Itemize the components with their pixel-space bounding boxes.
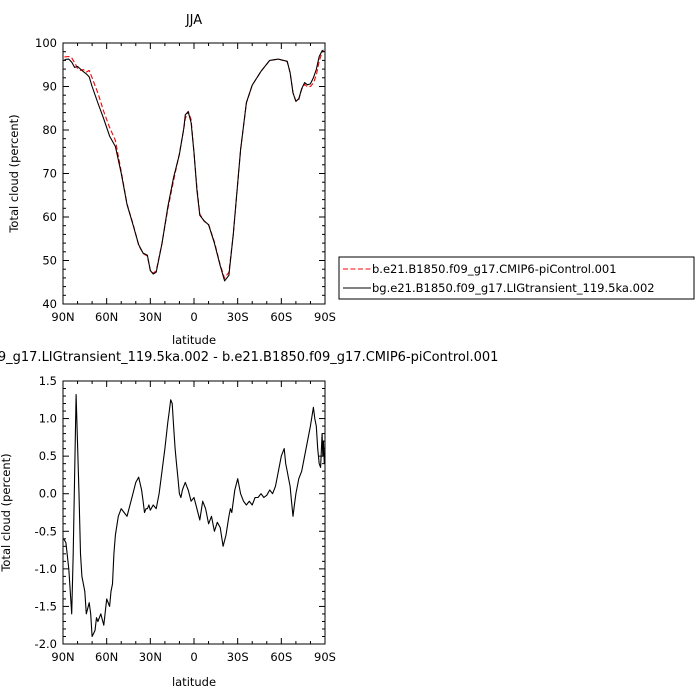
x-tick-label: 0 (190, 650, 197, 664)
x-tick-label: 60N (95, 310, 118, 324)
y-tick-label: 90 (42, 80, 57, 94)
series-line-0 (63, 393, 325, 638)
x-axis-label: latitude (172, 333, 216, 347)
plot-frame (62, 380, 326, 645)
y-tick-label: 60 (42, 210, 57, 224)
x-axis-label: latitude (172, 675, 216, 689)
y-tick-label: 1.0 (39, 412, 57, 426)
x-tick-label: 90N (51, 310, 74, 324)
plot-frame (62, 42, 326, 305)
x-tick-label: 30N (139, 310, 162, 324)
y-tick-label: 40 (42, 297, 57, 311)
y-tick-label: -2.0 (35, 637, 57, 651)
series-line-0 (64, 50, 324, 279)
y-tick-label: 70 (42, 167, 57, 181)
x-tick-label: 30S (227, 310, 249, 324)
x-tick-label: 90S (314, 310, 336, 324)
y-tick-label: -0.5 (35, 524, 57, 538)
y-tick-label: 1.5 (39, 374, 57, 388)
x-tick-label: 30S (227, 650, 249, 664)
y-axis-label: Total cloud (percent) (0, 453, 13, 572)
y-tick-label: 80 (42, 123, 57, 137)
x-tick-label: 30N (139, 650, 162, 664)
y-tick-label: 0.0 (39, 487, 57, 501)
x-tick-label: 60S (270, 650, 292, 664)
legend: b.e21.B1850.f09_g17.CMIP6-piControl.001b… (338, 256, 695, 300)
top-panel-cloud-percent: 90N 60N 30N 0 30S 60S 90S 40 50 60 70 80 90 100 JJA lat… (7, 13, 336, 347)
legend-label-0: b.e21.B1850.f09_g17.CMIP6-piControl.001 (372, 262, 617, 276)
bottom-panel-cloud-difference: 90N 60N 30N 0 30S 60S 90S -2.0 -1.5 -1.0 -0.5 0.0 0.… (0, 350, 498, 689)
legend-label-1: bg.e21.B1850.f09_g17.LIGtransient_119.5k… (372, 281, 655, 295)
x-tick-label: 60S (270, 310, 292, 324)
y-tick-label: -1.5 (35, 599, 57, 613)
y-tick-label: 100 (35, 36, 57, 50)
x-tick-label: 90S (314, 650, 336, 664)
series-line-1 (64, 49, 324, 282)
chart-title: JJA (185, 13, 202, 28)
y-tick-label: 50 (42, 254, 57, 268)
y-axis-label: Total cloud (percent) (7, 114, 21, 233)
x-tick-label: 0 (190, 310, 197, 324)
legend-box (338, 256, 695, 300)
y-tick-label: 0.5 (39, 449, 57, 463)
chart-title: bg.e21.B1850.f09_g17.LIGtransient_119.5k… (0, 350, 498, 365)
y-tick-label: -1.0 (35, 562, 57, 576)
x-tick-label: 90N (51, 650, 74, 664)
x-tick-label: 60N (95, 650, 118, 664)
